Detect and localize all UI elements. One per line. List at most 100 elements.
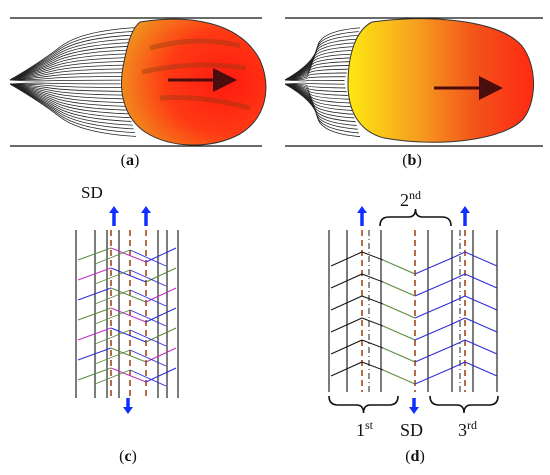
grain-chevron: [77, 247, 112, 261]
grain-chevron: [330, 361, 363, 377]
grain-line: [10, 57, 128, 81]
grain-line: [285, 72, 347, 81]
grain-line: [285, 61, 351, 81]
grain-chevron: [145, 247, 177, 263]
grain-chevron: [414, 257, 453, 275]
grain-chevron: [464, 295, 498, 311]
sd-label-c: SD: [81, 183, 103, 202]
grain-line: [10, 83, 131, 119]
brace-1st-track: [328, 395, 399, 414]
grain-chevron: [110, 327, 147, 343]
grain-chevron: [145, 287, 177, 303]
grain-chevron: [145, 327, 177, 343]
grain-chevron: [464, 339, 498, 355]
track-label-3rd: 3rd: [458, 418, 477, 440]
grain-chevron: [451, 317, 466, 325]
grain-chevron: [129, 249, 167, 267]
grain-chevron: [94, 369, 131, 385]
grain-chevron: [77, 287, 112, 301]
grain-chevron: [94, 249, 131, 265]
grain-chevron: [129, 369, 167, 387]
arrow-head: [123, 407, 133, 414]
grain-chevron: [145, 367, 177, 383]
grain-line: [285, 50, 354, 81]
grain-line: [285, 83, 361, 138]
grain-line: [10, 68, 124, 81]
panel-a-melt-pool: [10, 17, 267, 147]
grain-line: [285, 65, 349, 81]
grain-line: [10, 83, 123, 92]
panel-b-melt-pool: [285, 17, 543, 147]
grain-line: [10, 64, 125, 81]
grain-chevron: [464, 361, 498, 377]
grain-chevron: [361, 251, 384, 261]
grain-line: [285, 53, 353, 81]
grain-chevron: [414, 367, 453, 385]
grain-line: [10, 45, 131, 81]
grain-chevron: [110, 267, 147, 283]
grain-chevron: [464, 317, 498, 333]
grain-chevron: [382, 369, 416, 385]
track-label-2nd: 2nd: [400, 188, 421, 210]
grain-chevron: [110, 367, 147, 383]
grain-chevron: [451, 273, 466, 281]
arrow-head: [109, 206, 119, 213]
grain-chevron: [110, 287, 147, 303]
grain-chevron: [77, 307, 112, 321]
arrow-head: [357, 206, 367, 213]
grain-line: [10, 82, 121, 85]
grain-line: [10, 83, 130, 115]
sd-arrow-up: [460, 206, 470, 226]
grain-chevron: [77, 347, 112, 361]
grain-chevron: [110, 247, 147, 263]
grain-line: [10, 83, 129, 111]
grain-chevron: [330, 251, 363, 267]
grain-line: [10, 83, 135, 134]
grain-line: [10, 49, 130, 81]
grain-chevron: [129, 329, 167, 347]
grain-line: [10, 83, 133, 126]
grain-line: [285, 57, 352, 81]
panel-label-d: (d): [405, 448, 425, 465]
grain-chevron: [382, 259, 416, 275]
grain-chevron: [464, 273, 498, 289]
grain-line: [10, 38, 133, 81]
grain-chevron: [361, 295, 384, 305]
grain-chevron: [414, 323, 453, 341]
grain-line: [10, 83, 124, 96]
grain-line: [10, 42, 132, 81]
grain-chevron: [145, 307, 177, 323]
grain-chevron: [464, 251, 498, 267]
sd-arrow-up: [109, 206, 119, 226]
grain-line: [285, 83, 347, 93]
grain-chevron: [145, 347, 177, 363]
sd-label-d: SD: [400, 420, 424, 440]
grain-chevron: [94, 269, 131, 285]
sd-arrow-down: [123, 398, 133, 414]
panel-label-c: (c): [119, 448, 137, 465]
grain-chevron: [330, 273, 363, 289]
grain-line: [10, 30, 135, 81]
grain-chevron: [129, 289, 167, 307]
grain-line: [285, 46, 355, 81]
grain-chevron: [451, 295, 466, 303]
grain-line: [10, 53, 129, 81]
melt-pool-a: [121, 18, 267, 146]
grain-chevron: [77, 267, 112, 281]
grain-chevron: [94, 309, 131, 325]
brace-2nd-track: [379, 208, 452, 227]
grain-chevron: [361, 317, 384, 327]
grain-chevron: [145, 267, 177, 283]
grain-chevron: [451, 361, 466, 369]
grain-chevron: [451, 339, 466, 347]
sd-arrow-down: [409, 398, 419, 414]
grain-chevron: [451, 251, 466, 259]
grain-line: [10, 75, 122, 81]
grain-chevron: [414, 345, 453, 363]
grain-line: [10, 72, 123, 81]
arrow-head: [141, 206, 151, 213]
grain-line: [10, 83, 134, 130]
grain-chevron: [361, 339, 384, 349]
grain-line: [285, 79, 345, 82]
